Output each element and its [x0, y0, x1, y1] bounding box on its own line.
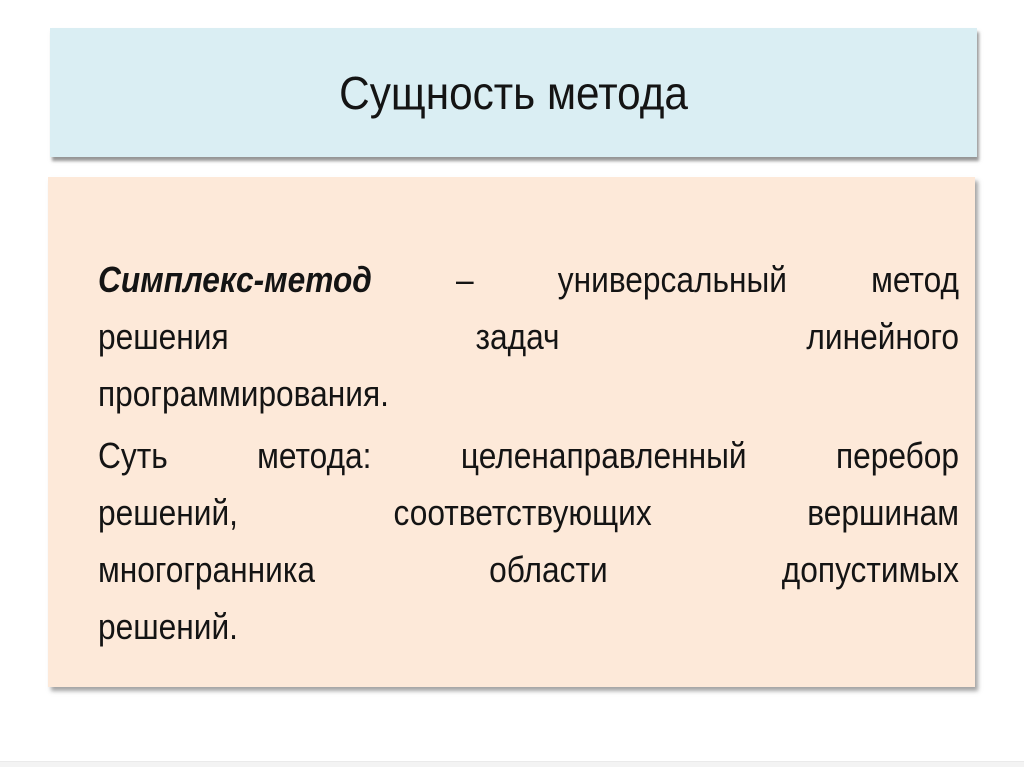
slide-bottom-edge — [0, 761, 1024, 767]
text-line: многогранника области допустимых — [98, 541, 959, 598]
emphasis-term: Симплекс-метод — [98, 259, 372, 300]
text-run: решения задач линейного — [98, 316, 959, 357]
text-run: решений. — [98, 606, 238, 647]
text-line: решений, соответствующих вершинам — [98, 484, 959, 541]
text-run: многогранника области допустимых — [98, 549, 959, 590]
paragraph: Суть метода: целенаправленный перебор реш… — [98, 427, 959, 655]
text-run: решений, соответствующих вершинам — [98, 492, 959, 533]
text-line: Суть метода: целенаправленный перебор — [98, 427, 959, 484]
text-line: Симплекс-метод – универсальный метод — [98, 251, 959, 308]
paragraph: Симплекс-метод – универсальный метод реше… — [98, 251, 959, 422]
text-line: решения задач линейного — [98, 308, 959, 365]
text-run: Суть метода: целенаправленный перебор — [98, 435, 959, 476]
text-run: программирования. — [98, 373, 389, 414]
slide-body-box: Симплекс-метод – универсальный метод реше… — [48, 177, 975, 687]
slide-body-text: Симплекс-метод – универсальный метод реше… — [98, 251, 959, 655]
slide-title-box: Сущность метода — [50, 28, 977, 157]
text-line: решений. — [98, 598, 959, 655]
text-line: программирования. — [98, 365, 959, 422]
slide-title: Сущность метода — [339, 66, 688, 119]
text-run: – универсальный метод — [371, 259, 959, 300]
